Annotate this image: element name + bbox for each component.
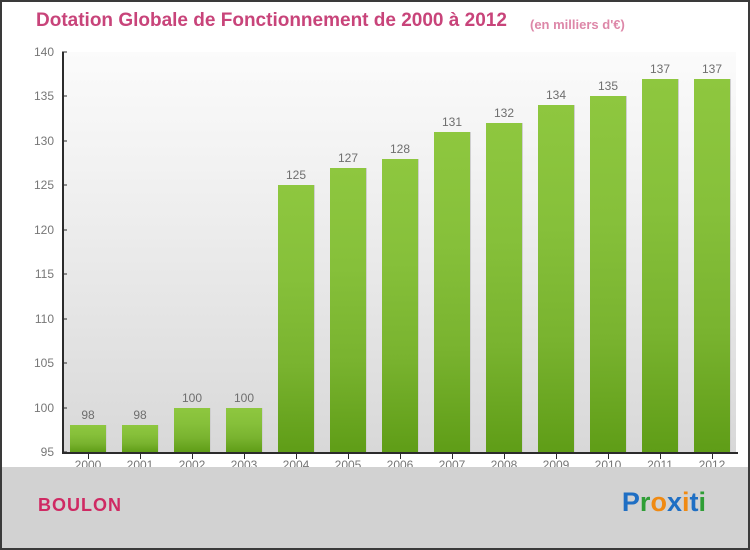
- y-axis-tick-label: 110: [34, 311, 54, 326]
- chart-unit-subtitle: (en milliers d'€): [530, 17, 625, 32]
- bar-value-label: 128: [389, 141, 411, 156]
- logo-letter: t: [689, 487, 699, 517]
- bar-value-label: 100: [233, 390, 255, 405]
- bar[interactable]: [278, 185, 315, 452]
- bar-value-label: 137: [701, 61, 723, 76]
- y-axis-tick-mark: [62, 51, 67, 53]
- y-axis-tick-mark: [62, 407, 67, 409]
- x-axis-tick-mark: [712, 454, 713, 459]
- y-axis-tick-mark: [62, 229, 67, 231]
- bar[interactable]: [642, 78, 679, 452]
- bar[interactable]: [174, 407, 211, 452]
- bar[interactable]: [226, 407, 263, 452]
- plot-area: 95 100 105 110 115 120 125 130 135 140 98 98 100 100…: [2, 40, 748, 472]
- x-axis-tick-mark: [556, 454, 557, 459]
- bar-value-label: 131: [441, 115, 463, 129]
- chart-header: Dotation Globale de Fonctionnement de 20…: [2, 2, 748, 40]
- y-axis-tick-label: 135: [33, 89, 54, 104]
- y-axis-tick-label: 130: [33, 133, 54, 148]
- y-axis-line: [62, 52, 64, 454]
- y-axis-tick-label: 140: [33, 45, 54, 59]
- chart-footer: BOULON Proxiti: [2, 467, 748, 548]
- bar[interactable]: [330, 167, 367, 452]
- x-axis-tick-mark: [88, 454, 89, 459]
- y-axis-tick-label: 100: [33, 400, 54, 415]
- bar-value-label: 127: [337, 150, 359, 165]
- commune-name: BOULON: [38, 495, 122, 515]
- y-axis-tick-mark: [62, 318, 67, 320]
- bar[interactable]: [486, 123, 523, 452]
- x-axis-tick-mark: [504, 454, 505, 459]
- bar-value-label: 125: [285, 168, 307, 183]
- x-axis-tick-mark: [296, 454, 297, 459]
- logo-letter: i: [681, 487, 690, 517]
- bar-value-label: 98: [81, 408, 95, 423]
- x-axis-tick-mark: [660, 454, 661, 459]
- y-axis-tick-label: 115: [34, 267, 54, 282]
- bar[interactable]: [694, 78, 731, 452]
- bar[interactable]: [122, 425, 159, 452]
- page-title: Dotation Globale de Fonctionnement de 20…: [36, 10, 507, 31]
- bar[interactable]: [590, 96, 627, 452]
- bar-value-label: 132: [493, 106, 515, 121]
- bar[interactable]: [70, 425, 107, 452]
- y-axis-tick-label: 120: [33, 222, 54, 237]
- y-axis-tick-label: 105: [33, 356, 54, 371]
- x-axis-tick-mark: [400, 454, 401, 459]
- bar-value-label: 137: [649, 61, 671, 76]
- bar-value-label: 100: [181, 390, 203, 405]
- y-axis-tick-mark: [62, 184, 67, 186]
- y-axis-tick-mark: [62, 451, 67, 453]
- logo-letter: o: [650, 487, 667, 517]
- bar[interactable]: [382, 158, 419, 452]
- y-axis-tick-mark: [62, 362, 67, 364]
- logo-letter: i: [698, 487, 706, 517]
- bar[interactable]: [538, 105, 575, 452]
- bar-value-label: 134: [545, 88, 567, 103]
- y-axis-tick-mark: [62, 273, 67, 275]
- logo-letter: x: [666, 487, 682, 517]
- y-axis-tick-label: 95: [40, 445, 54, 459]
- y-axis-tick-mark: [62, 140, 67, 142]
- logo-letter: P: [621, 487, 640, 517]
- x-axis-tick-mark: [140, 454, 141, 459]
- proxiti-logo[interactable]: Proxiti: [622, 487, 706, 518]
- x-axis-tick-mark: [192, 454, 193, 459]
- x-axis-tick-mark: [244, 454, 245, 459]
- logo-letter: r: [639, 487, 651, 517]
- bar-value-label: 135: [597, 79, 619, 94]
- x-axis-tick-mark: [608, 454, 609, 459]
- bar[interactable]: [434, 132, 471, 452]
- x-axis-line: [62, 452, 738, 454]
- x-axis-tick-mark: [452, 454, 453, 459]
- y-axis-tick-mark: [62, 95, 67, 97]
- y-axis-tick-label: 125: [33, 178, 54, 193]
- x-axis-tick-mark: [348, 454, 349, 459]
- bar-value-label: 98: [133, 408, 147, 423]
